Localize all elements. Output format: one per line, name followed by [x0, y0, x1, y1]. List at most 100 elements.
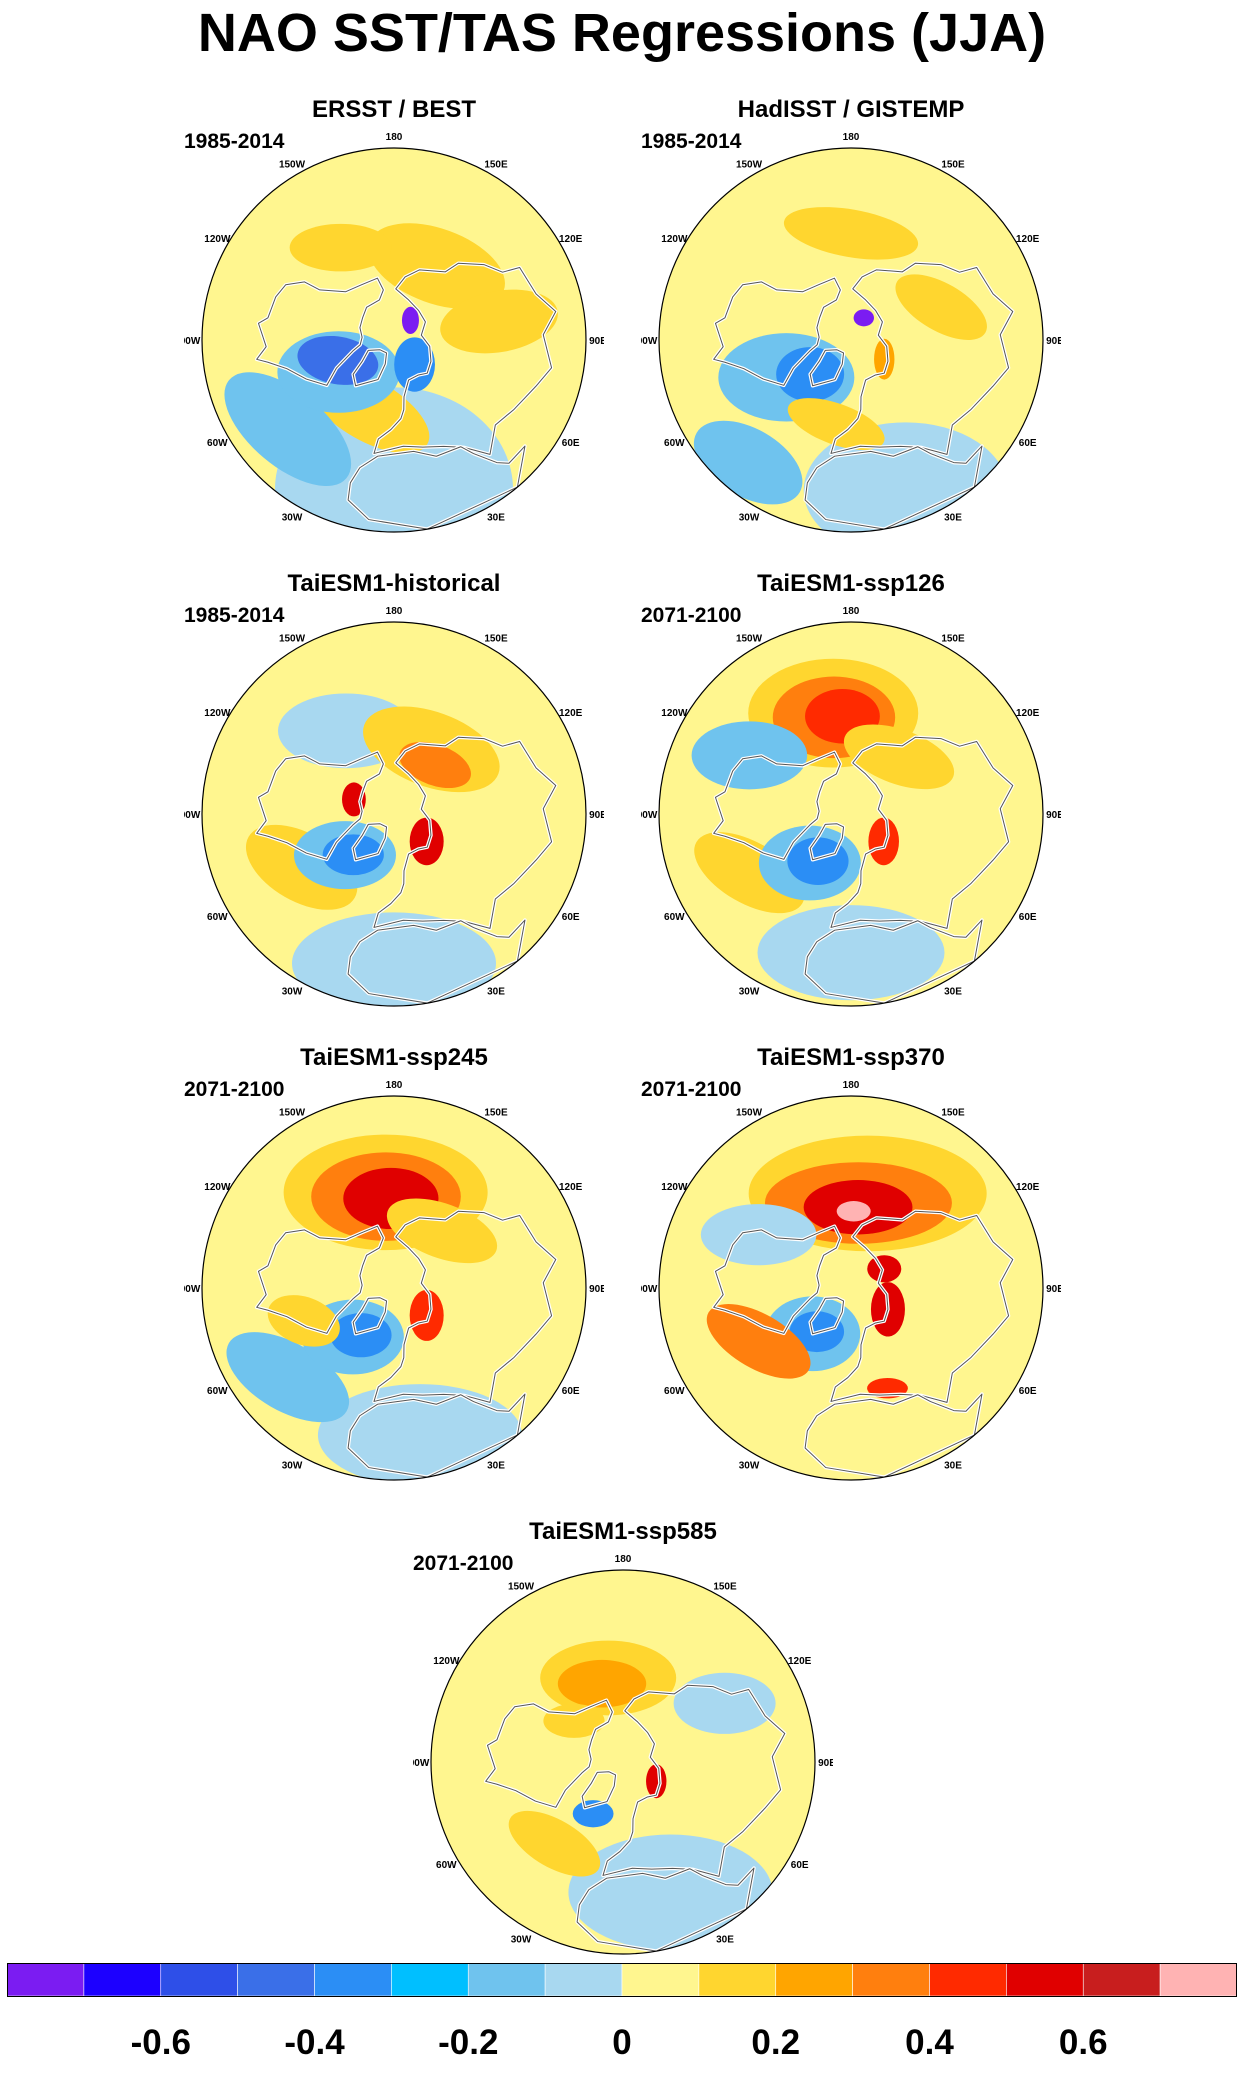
longitude-label: 120W: [204, 1182, 231, 1193]
longitude-label: 60W: [207, 1386, 228, 1397]
anomaly-patch: [783, 207, 919, 260]
figure-title: NAO SST/TAS Regressions (JJA): [197, 3, 1047, 63]
longitude-label: 150E: [713, 1581, 737, 1592]
longitude-label: 90E: [1046, 1284, 1061, 1295]
longitude-label: 120E: [1016, 708, 1040, 719]
coastline: [713, 277, 841, 386]
anomaly-patch: [409, 1289, 444, 1341]
longitude-label: 150W: [279, 159, 306, 170]
coastline: [485, 1699, 613, 1808]
colorbar-frame: [7, 1963, 1237, 1997]
longitude-label: 60E: [562, 912, 580, 923]
longitude-label: 30W: [282, 513, 303, 524]
longitude-label: 90W: [641, 336, 658, 347]
colorbar-swatch: [7, 1963, 85, 1997]
longitude-label: 30E: [487, 987, 505, 998]
colorbar-tick-label: -0.4: [284, 2023, 345, 2062]
anomaly-patch: [401, 306, 419, 334]
anomaly-patch: [330, 1313, 392, 1358]
anomaly-patch: [867, 1255, 902, 1283]
longitude-label: 150E: [484, 159, 508, 170]
panel-hadisst-gistemp: HadISST / GISTEMP 1985-2014 180 150E 120E 9…: [641, 96, 1061, 536]
anomaly-patch: [508, 1810, 601, 1877]
field-layer: [659, 1096, 1043, 1480]
coastline: [373, 262, 557, 455]
panel-period: 2071-2100: [413, 1552, 514, 1575]
coastline: [809, 1297, 845, 1335]
colorbar-tick-label: 0: [612, 2023, 631, 2062]
anomaly-patch: [836, 1201, 871, 1222]
longitude-label: 150E: [484, 1107, 508, 1118]
colorbar-tick-label: 0.6: [1059, 2023, 1108, 2062]
coastline: [352, 823, 388, 861]
panel-title: TaiESM1-ssp585: [529, 1518, 717, 1545]
colorbar-tick-label: 0.2: [751, 2023, 800, 2062]
longitude-label: 30W: [511, 1935, 532, 1946]
panel-taiesm1-historical: TaiESM1-historical 1985-2014 180 150E 120E…: [184, 570, 604, 1010]
panel-taiesm1-ssp370: TaiESM1-ssp370 2071-2100 180 150E 120E 90E 6…: [641, 1044, 1061, 1484]
panel-period: 1985-2014: [184, 604, 285, 627]
anomaly-patch: [289, 223, 392, 272]
longitude-label: 120W: [661, 708, 688, 719]
map-border: [201, 1095, 587, 1481]
field-layer: [431, 1570, 815, 1954]
anomaly-patch: [399, 741, 471, 789]
longitude-label: 60E: [562, 1386, 580, 1397]
colorbar-swatch: [391, 1963, 469, 1997]
anomaly-patch: [292, 912, 496, 1006]
anomaly-patch: [874, 338, 895, 380]
anomaly-patch: [787, 398, 885, 450]
colorbar-swatch: [314, 1963, 392, 1997]
longitude-label: 120W: [661, 234, 688, 245]
longitude-label: 90E: [818, 1758, 833, 1769]
longitude-label: 60E: [1019, 912, 1037, 923]
longitude-label: 30W: [282, 987, 303, 998]
longitude-label: 90E: [1046, 336, 1061, 347]
longitude-label: 180: [843, 132, 860, 143]
panel-period: 2071-2100: [641, 604, 742, 627]
longitude-label: 60W: [664, 1386, 685, 1397]
anomaly-patch: [691, 721, 808, 790]
anomaly-patch: [267, 1295, 340, 1347]
field-layer: [659, 622, 1043, 1006]
map-border: [201, 147, 587, 533]
anomaly-patch: [853, 309, 874, 327]
anomaly-patch: [843, 724, 955, 790]
coastline: [713, 751, 841, 860]
polar-map: 180150E120E90E60E30E030W60W90W120W150W: [184, 1080, 604, 1481]
map-border: [201, 621, 587, 1007]
polar-map: 180150E120E90E60E30E030W60W90W120W150W: [641, 1080, 1061, 1481]
colorbar-tick-label: -0.6: [131, 2023, 191, 2062]
longitude-label: 60W: [664, 438, 685, 449]
panel-ersst-best: ERSST / BEST 1985-2014 180 150E 120E 90E 60E…: [184, 96, 604, 536]
anomaly-patch: [394, 337, 435, 392]
longitude-label: 150W: [279, 1107, 306, 1118]
panel-period: 2071-2100: [641, 1078, 742, 1101]
anomaly-patch: [368, 223, 505, 309]
panel-taiesm1-ssp585: TaiESM1-ssp585 2071-2100 180 150E 120E 90E 6…: [413, 1518, 833, 1958]
longitude-label: 30E: [716, 1935, 734, 1946]
colorbar-swatch: [1159, 1963, 1237, 1997]
coastline: [602, 1684, 786, 1877]
longitude-label: 150W: [508, 1581, 535, 1592]
colorbar-tick-label: 0.4: [905, 2023, 954, 2062]
longitude-label: 60W: [436, 1860, 457, 1871]
polar-map: 180150E120E90E60E30E030W60W90W120W150W: [641, 132, 1061, 533]
coastline: [373, 1210, 557, 1403]
anomaly-patch: [700, 1204, 817, 1266]
colorbar-swatch: [544, 1963, 623, 1997]
longitude-label: 30E: [944, 987, 962, 998]
coastline: [809, 349, 845, 387]
colorbar: -0.6 -0.4 -0.2 0 0.2 0.4 0.6: [7, 1963, 1237, 2062]
coastline: [347, 1393, 526, 1478]
longitude-label: 150E: [484, 633, 508, 644]
anomaly-patch: [568, 1834, 773, 1951]
field-layer: [202, 148, 586, 532]
colorbar-swatch: [467, 1963, 546, 1997]
longitude-label: 120E: [1016, 234, 1040, 245]
colorbar-swatch: [83, 1963, 162, 1997]
colorbar-swatch: [621, 1963, 700, 1997]
coastline: [576, 1867, 755, 1952]
anomaly-patch: [224, 372, 352, 487]
